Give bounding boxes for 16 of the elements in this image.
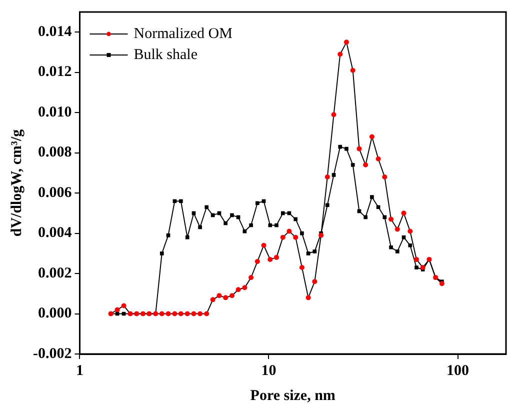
y-axis-title: dV/dlogW, cm³/g — [8, 128, 25, 237]
legend-label: Normalized OM — [134, 26, 232, 42]
y-tick-label: -0.002 — [32, 346, 72, 362]
y-tick-label: 0.008 — [38, 144, 72, 161]
x-axis-title: Pore size, nm — [250, 388, 336, 404]
x-tick-label: 1 — [76, 362, 84, 379]
y-tick-label: 0.000 — [38, 306, 72, 322]
y-tick-label: 0.010 — [38, 104, 72, 120]
legend-label: Bulk shale — [134, 46, 198, 63]
y-tick-label: 0.006 — [38, 184, 72, 201]
y-tick-label: 0.002 — [38, 265, 72, 282]
x-tick-label: 100 — [446, 362, 470, 379]
y-tick-label: 0.014 — [38, 24, 72, 40]
x-tick-label: 10 — [261, 362, 276, 379]
y-tick-label: 0.012 — [38, 64, 72, 80]
y-tick-label: 0.004 — [38, 225, 72, 242]
